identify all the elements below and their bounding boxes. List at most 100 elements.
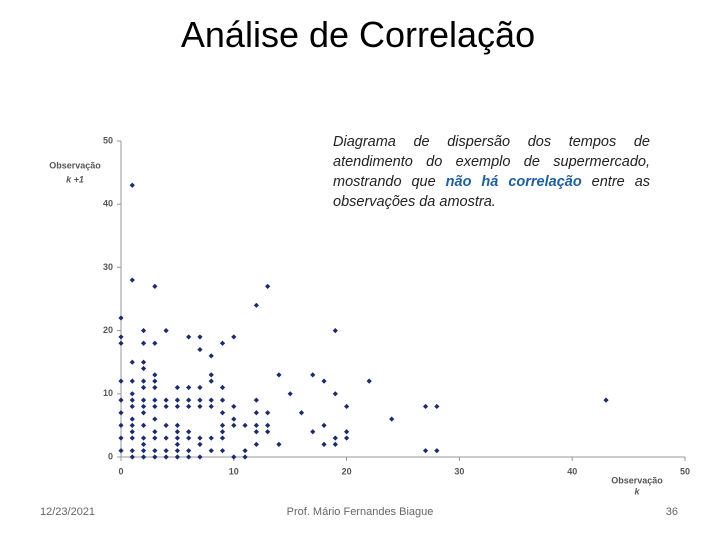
point [174, 397, 180, 403]
point [186, 429, 192, 435]
point [174, 429, 180, 435]
point [321, 422, 327, 428]
point [152, 429, 158, 435]
point [186, 454, 192, 460]
point [321, 441, 327, 447]
point [242, 454, 248, 460]
point [231, 454, 237, 460]
point [140, 340, 147, 346]
x-tick-label: 20 [342, 466, 352, 476]
caption: Diagrama de dispersão dos tempos de aten… [333, 132, 650, 212]
point [140, 403, 147, 410]
x-tick-label: 10 [229, 466, 239, 476]
point [197, 403, 203, 410]
point [118, 397, 124, 403]
y-tick-label: 40 [103, 199, 113, 209]
point [129, 182, 135, 188]
point [332, 435, 338, 441]
point [208, 353, 214, 359]
point [140, 435, 147, 441]
point [118, 410, 124, 416]
point [163, 397, 169, 403]
point [129, 454, 135, 460]
point [231, 403, 237, 410]
point [287, 391, 293, 397]
x-axis-label: Observação [611, 475, 663, 485]
point [265, 429, 271, 435]
point [140, 441, 147, 447]
point [140, 397, 147, 403]
x-tick-label: 50 [680, 466, 690, 476]
x-tick-label: 30 [454, 466, 464, 476]
point [140, 365, 147, 372]
point [434, 403, 440, 410]
point [186, 397, 192, 403]
point [265, 283, 271, 289]
point [197, 397, 203, 403]
point [208, 397, 214, 403]
point [253, 302, 259, 308]
point [140, 410, 147, 416]
point [129, 435, 135, 441]
point [208, 448, 214, 454]
point [344, 403, 350, 410]
point [321, 378, 327, 384]
y-tick-label: 10 [103, 388, 113, 398]
point [152, 416, 158, 422]
point [118, 435, 124, 441]
point [219, 422, 226, 428]
point [163, 403, 169, 410]
point [186, 384, 192, 391]
point [129, 378, 135, 384]
point [332, 328, 338, 334]
y-axis-label: Observação [49, 160, 101, 170]
point [265, 422, 271, 428]
point [129, 448, 135, 454]
point [366, 378, 372, 384]
point [276, 372, 282, 378]
point [219, 340, 226, 346]
point [152, 454, 158, 460]
caption-emphasis: não há correlação [445, 174, 582, 190]
point [208, 372, 214, 378]
point [186, 403, 192, 410]
point [140, 454, 147, 460]
point [434, 448, 440, 454]
point [332, 391, 338, 397]
y-tick-label: 30 [103, 262, 113, 272]
point [186, 334, 192, 340]
point [219, 384, 226, 391]
x-tick-label: 40 [567, 466, 577, 476]
point [152, 384, 158, 391]
point [140, 359, 147, 365]
point [603, 397, 609, 403]
point [140, 328, 147, 334]
point [174, 384, 180, 391]
point [174, 403, 180, 410]
point [344, 429, 350, 435]
point [152, 403, 158, 410]
point [242, 448, 248, 454]
point [174, 441, 180, 447]
point [174, 448, 180, 454]
point [129, 359, 135, 365]
point [197, 334, 203, 340]
point [208, 435, 214, 441]
point [344, 435, 350, 441]
point [152, 397, 158, 403]
point [253, 422, 259, 428]
y-tick-label: 20 [103, 325, 113, 335]
point [332, 441, 338, 447]
point [140, 422, 147, 428]
point [422, 403, 429, 410]
point [152, 435, 158, 441]
y-tick-label: 50 [103, 135, 113, 145]
footer-date: 12/23/2021 [40, 506, 96, 518]
point [422, 448, 429, 454]
caption-text: entre as observações da amostra. [333, 174, 651, 210]
caption-text: Diagrama de dispersão dos tempos de aten… [333, 134, 650, 190]
point [152, 378, 158, 384]
x-tick-label: 0 [118, 466, 123, 476]
point [219, 397, 226, 403]
